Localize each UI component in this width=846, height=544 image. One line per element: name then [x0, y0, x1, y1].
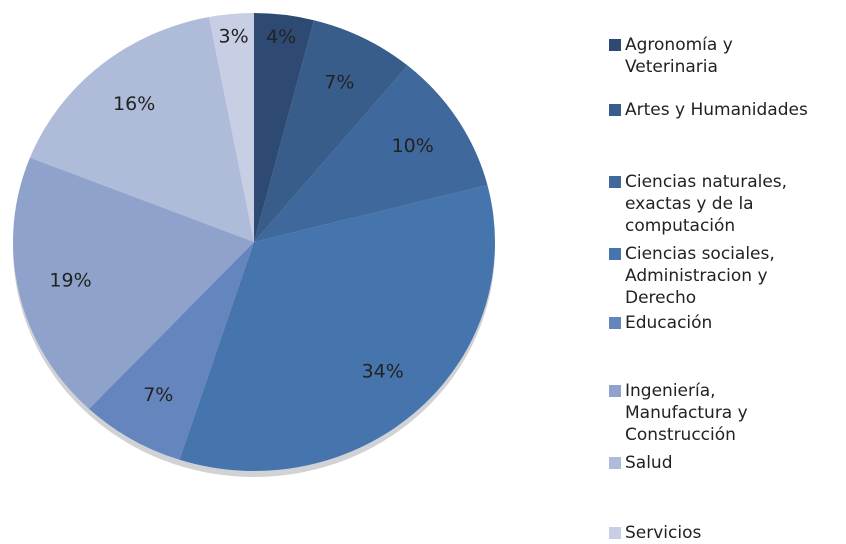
pie-slice	[89, 242, 255, 460]
legend-swatch	[609, 527, 621, 539]
legend-swatch	[609, 317, 621, 329]
pie-slice	[179, 185, 495, 472]
legend-entry: Ciencias sociales, Administracion y Derech…	[609, 244, 775, 308]
legend-entry: Ingeniería, Manufactura y Construcción	[609, 381, 748, 445]
slice-label: 3%	[219, 25, 249, 47]
legend-label: Artes y Humanidades	[625, 100, 808, 120]
slice-label: 10%	[392, 135, 434, 157]
legend-swatch	[609, 248, 621, 260]
legend-swatch	[609, 104, 621, 116]
slice-label: 19%	[49, 269, 91, 291]
legend-label: Ciencias naturales, exactas y de la comput…	[625, 172, 787, 236]
pie-slice	[254, 65, 488, 243]
legend-entry: Artes y Humanidades	[609, 100, 808, 120]
legend-entry: Salud	[609, 453, 673, 473]
legend-entry: Educación	[609, 313, 712, 333]
slice-label: 7%	[324, 71, 354, 93]
legend-label: Servicios	[625, 523, 701, 540]
legend-entry: Ciencias naturales, exactas y de la comput…	[609, 172, 787, 236]
pie-slice	[254, 20, 408, 242]
slice-label: 34%	[362, 361, 404, 383]
legend-label: Salud	[625, 453, 673, 473]
legend-label: Agronomía y Veterinaria	[625, 35, 733, 77]
legend-label: Ciencias sociales, Administracion y Derech…	[625, 244, 775, 308]
legend-entry: Agronomía y Veterinaria	[609, 35, 733, 77]
pie-slice	[254, 13, 314, 242]
legend-swatch	[609, 385, 621, 397]
legend-label: Ingeniería, Manufactura y Construcción	[625, 381, 748, 445]
legend-entry: Servicios	[609, 523, 701, 543]
slice-label: 4%	[266, 26, 296, 48]
slice-label: 7%	[143, 384, 173, 406]
legend-label: Educación	[625, 313, 712, 333]
pie-slice	[12, 157, 254, 409]
slice-label: 16%	[113, 93, 155, 115]
pie-slice	[29, 17, 255, 243]
legend-swatch	[609, 457, 621, 469]
legend-swatch	[609, 176, 621, 188]
legend-swatch	[609, 39, 621, 51]
pie-slice	[208, 13, 254, 242]
